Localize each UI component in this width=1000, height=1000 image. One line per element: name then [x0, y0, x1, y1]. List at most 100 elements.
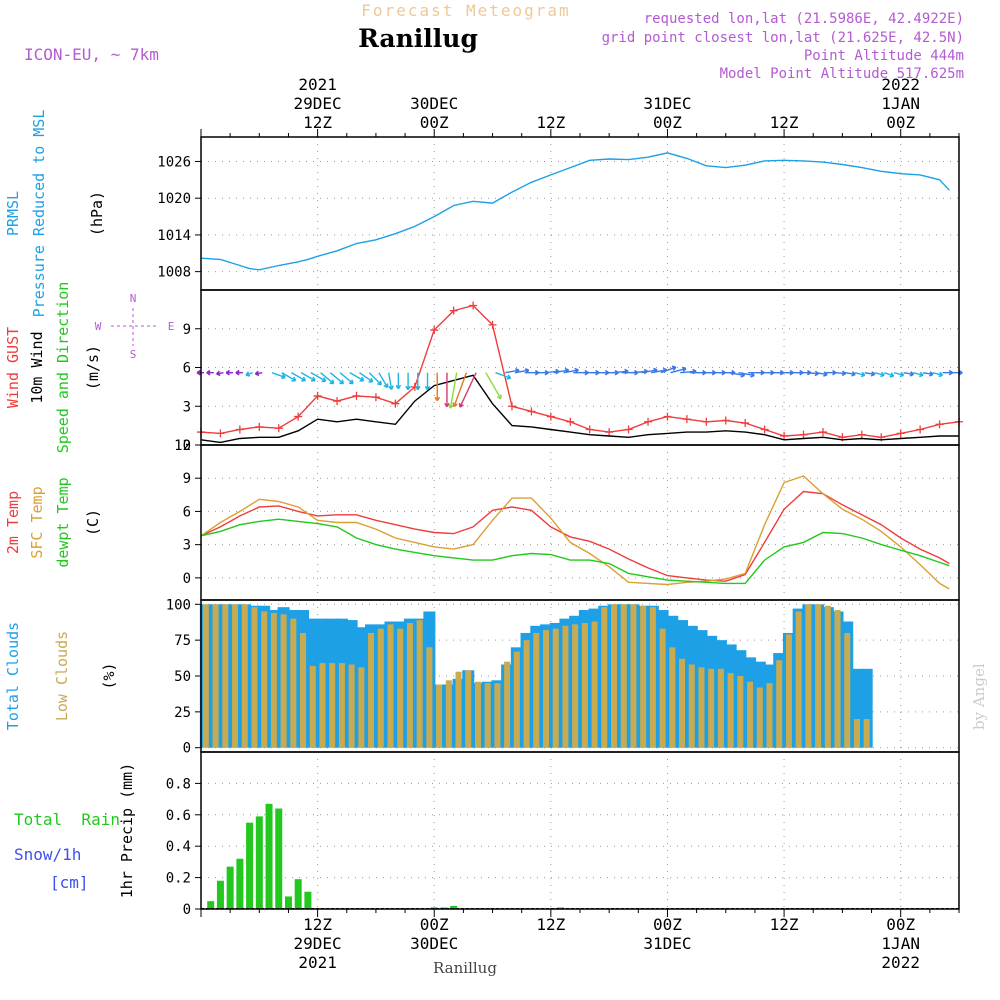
bar-low-clouds: [416, 620, 423, 748]
series-line-prmsl: [200, 152, 950, 271]
wind-arrow: [903, 371, 914, 376]
bar-low-clouds: [853, 719, 860, 748]
gust-marker: [294, 412, 303, 421]
legend-snow-unit: [cm]: [50, 873, 89, 892]
y-tick-label: 3: [183, 399, 191, 415]
panel-frame: [200, 751, 960, 910]
bar-low-clouds: [581, 622, 588, 748]
wind-arrow-head: [832, 369, 837, 376]
x-tick-label-bottom: 12Z: [770, 915, 799, 934]
y-tick-label: 9: [183, 471, 191, 487]
meteogram-subtitle: Forecast Meteogram: [361, 1, 570, 20]
panel-frame: [200, 136, 960, 291]
wind-arrow: [806, 371, 819, 375]
x-tick-label-top: 00Z: [653, 113, 682, 132]
bar-low-clouds: [572, 624, 579, 748]
wind-arrow-head: [851, 371, 856, 377]
bar-low-clouds: [309, 665, 316, 748]
bar-rain: [255, 816, 263, 909]
gust-marker: [818, 428, 827, 437]
bar-rain: [265, 803, 273, 909]
bar-low-clouds: [513, 651, 520, 748]
wind-arrow-head: [458, 403, 464, 408]
y-tick-label: 50: [174, 669, 191, 685]
wind-arrow: [738, 371, 755, 377]
gust-marker: [216, 429, 225, 438]
bar-low-clouds: [844, 632, 851, 748]
wind-arrow-head: [245, 371, 251, 377]
bar-low-clouds: [601, 607, 608, 748]
wind-arrow: [874, 371, 885, 376]
wind-arrow-head: [377, 380, 383, 386]
y-axis-label: Speed and Direction: [54, 282, 72, 454]
wind-arrow-head: [368, 377, 374, 383]
wind-arrow: [864, 371, 875, 376]
x-tick-label-top: 12Z: [536, 113, 565, 132]
x-tick-label-top: 2021: [298, 75, 337, 94]
gust-marker: [255, 422, 264, 431]
gust-marker: [449, 306, 458, 315]
bar-low-clouds: [202, 604, 209, 748]
y-axis-label: 10m Wind: [28, 331, 46, 403]
bar-low-clouds: [640, 605, 647, 748]
y-axis-label: Wind GUST: [4, 327, 22, 408]
bar-low-clouds: [766, 683, 773, 748]
wind-arrow-head: [448, 404, 454, 409]
x-tick-label-top: 12Z: [770, 113, 799, 132]
bar-low-clouds: [620, 604, 627, 748]
wind-arrow: [893, 371, 904, 376]
x-tick-label-bottom: 00Z: [886, 915, 915, 934]
gust-marker: [780, 431, 789, 440]
wind-arrow-head: [196, 369, 201, 376]
wind-arrow: [612, 370, 629, 374]
y-axis-label: Low Clouds: [53, 631, 71, 721]
y-tick-label: 100: [166, 597, 191, 613]
bar-low-clouds: [368, 632, 375, 748]
wind-arrow-head: [321, 377, 327, 383]
wind-arrow-head: [681, 366, 687, 373]
wind-arrow: [459, 372, 477, 408]
bar-rain: [275, 808, 283, 909]
wind-arrow-head: [405, 385, 411, 391]
wind-arrow: [329, 372, 344, 385]
x-tick-label-top: 29DEC: [294, 94, 342, 113]
series-line-dewpt-temp: [200, 518, 950, 585]
bar-rain: [246, 822, 254, 909]
gust-marker: [274, 424, 283, 433]
wind-arrow-head: [225, 369, 230, 376]
wind-arrow: [281, 372, 296, 382]
legend-snow: Snow/1h: [14, 845, 81, 864]
panel-frame: [200, 444, 960, 601]
bar-rain: [207, 901, 215, 909]
wind-arrow-head: [506, 374, 512, 380]
bar-low-clouds: [630, 604, 637, 748]
wind-arrow-head: [434, 396, 441, 402]
y-tick-label: 1014: [157, 228, 191, 244]
x-tick-label-top: 00Z: [420, 113, 449, 132]
y-tick-label: 25: [174, 705, 191, 721]
x-tick-label-top: 2022: [881, 75, 920, 94]
wind-arrow-head: [870, 371, 876, 377]
wind-arrow-head: [880, 371, 885, 378]
x-tick-label-top: 31DEC: [643, 94, 691, 113]
panel-clouds: 0 25 50 75 100 Total Clouds Low Clouds (%): [4, 597, 960, 757]
wind-arrow-head: [206, 369, 211, 376]
bar-low-clouds: [747, 681, 754, 748]
y-tick-label: 0: [183, 902, 191, 918]
wind-arrow: [680, 370, 697, 374]
bar-low-clouds: [523, 640, 530, 748]
bar-low-clouds: [698, 667, 705, 748]
bar-low-clouds: [717, 668, 724, 748]
bar-low-clouds: [212, 604, 219, 748]
wind-arrow-head: [301, 376, 307, 382]
x-tick-label-top: 12Z: [303, 113, 332, 132]
station-title: Ranillug: [358, 24, 478, 53]
bar-low-clouds: [251, 607, 258, 748]
wind-arrow: [453, 372, 468, 407]
gust-marker: [507, 402, 516, 411]
gust-marker: [682, 415, 691, 424]
bar-low-clouds: [358, 667, 365, 748]
bar-low-clouds: [669, 647, 676, 748]
x-tick-label-bottom: 00Z: [653, 915, 682, 934]
wind-arrow-head: [359, 376, 365, 382]
